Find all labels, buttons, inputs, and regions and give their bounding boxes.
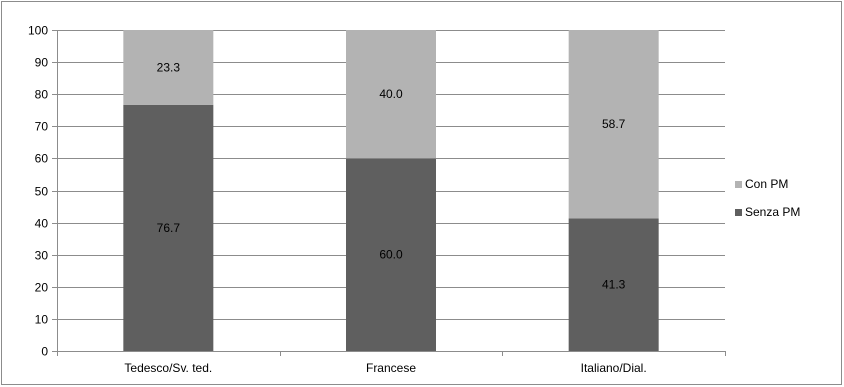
bar-segment-senza-pm xyxy=(568,218,659,351)
data-label: 41.3 xyxy=(602,278,626,292)
data-label: 60.0 xyxy=(379,248,403,262)
x-tick-label: Tedesco/Sv. ted. xyxy=(124,361,212,375)
bar-segment-senza-pm xyxy=(123,104,214,351)
y-tick-label: 50 xyxy=(35,185,49,199)
x-tick-label: Italiano/Dial. xyxy=(581,361,647,375)
legend-label: Senza PM xyxy=(745,205,800,219)
y-tick-label: 70 xyxy=(35,120,49,134)
y-tick-label: 30 xyxy=(35,249,49,263)
legend-swatch xyxy=(735,181,742,188)
y-tick-label: 20 xyxy=(35,281,49,295)
y-tick-label: 90 xyxy=(35,56,49,70)
data-label: 58.7 xyxy=(602,117,626,131)
y-tick-label: 100 xyxy=(28,24,48,38)
legend-swatch xyxy=(735,209,742,216)
y-tick-label: 10 xyxy=(35,313,49,327)
y-tick-label: 60 xyxy=(35,152,49,166)
data-label: 23.3 xyxy=(157,60,181,74)
y-tick-label: 0 xyxy=(41,345,48,359)
bar-segment-con-pm xyxy=(568,30,659,219)
x-tick-label: Francese xyxy=(366,361,416,375)
data-label: 76.7 xyxy=(157,221,181,235)
legend-label: Con PM xyxy=(745,177,788,191)
y-tick-label: 40 xyxy=(35,217,49,231)
data-label: 40.0 xyxy=(379,87,403,101)
y-tick-label: 80 xyxy=(35,88,49,102)
bar-segment-con-pm xyxy=(123,30,214,105)
bar-segment-con-pm xyxy=(346,30,436,159)
bar-segment-senza-pm xyxy=(346,158,436,351)
